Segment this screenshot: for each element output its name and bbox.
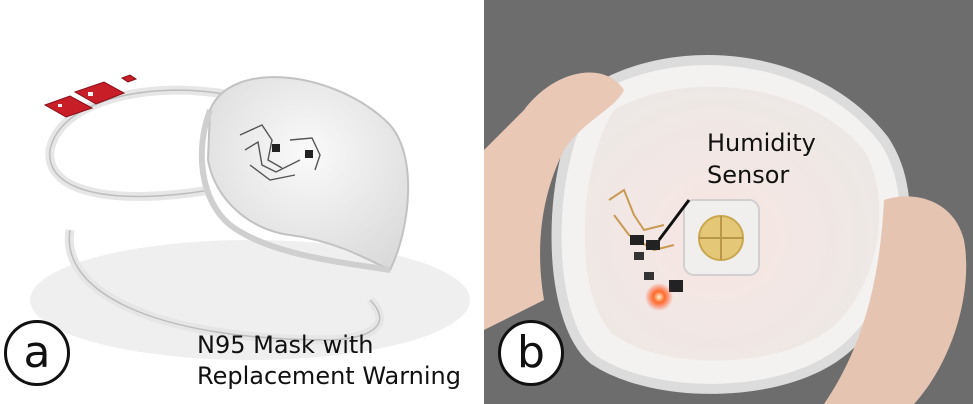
caption-line-2: Replacement Warning bbox=[197, 362, 461, 390]
left-hand bbox=[484, 72, 624, 330]
callout-line-2: Sensor bbox=[707, 161, 790, 189]
sensor-chip bbox=[630, 235, 644, 245]
pcb-component bbox=[58, 104, 62, 107]
warning-led bbox=[645, 283, 673, 311]
pcb-board-small bbox=[43, 95, 94, 118]
humidity-sensor-callout: Humidity Sensor bbox=[707, 127, 816, 191]
circuit-component bbox=[644, 272, 654, 280]
sensor-callout-line bbox=[657, 199, 691, 241]
mask-circuit-traces bbox=[239, 124, 321, 181]
pcb-board-large bbox=[73, 81, 126, 105]
ground-shadow bbox=[30, 240, 470, 360]
pcb-chip-tiny bbox=[120, 74, 138, 83]
panel-a-label-badge: a bbox=[4, 320, 70, 386]
right-hand bbox=[824, 196, 967, 404]
panel-a-mask-render: a N95 Mask with Replacement Warning bbox=[0, 0, 481, 404]
mask-shell bbox=[206, 76, 410, 272]
lower-strap-outline bbox=[68, 229, 381, 341]
sensor-chip bbox=[646, 240, 660, 250]
mask-render-illustration bbox=[30, 74, 470, 360]
circuit-component bbox=[634, 252, 644, 260]
panel-b-mask-photo: Humidity Sensor b bbox=[484, 0, 973, 404]
mask-chip-right bbox=[305, 150, 313, 158]
panel-a-label: a bbox=[23, 327, 51, 378]
mask-chip-left bbox=[272, 144, 280, 152]
pcb-component bbox=[88, 92, 93, 96]
caption-line-1: N95 Mask with bbox=[197, 331, 374, 359]
panel-b-label: b bbox=[517, 327, 545, 378]
upper-strap-outline bbox=[49, 89, 231, 198]
callout-line-1: Humidity bbox=[707, 129, 816, 157]
panel-a-caption: N95 Mask with Replacement Warning bbox=[197, 330, 461, 392]
controller-chip bbox=[669, 280, 683, 292]
mask-photo-illustration bbox=[484, 0, 973, 404]
mask-rim bbox=[198, 108, 391, 273]
panel-b-label-badge: b bbox=[498, 320, 564, 386]
